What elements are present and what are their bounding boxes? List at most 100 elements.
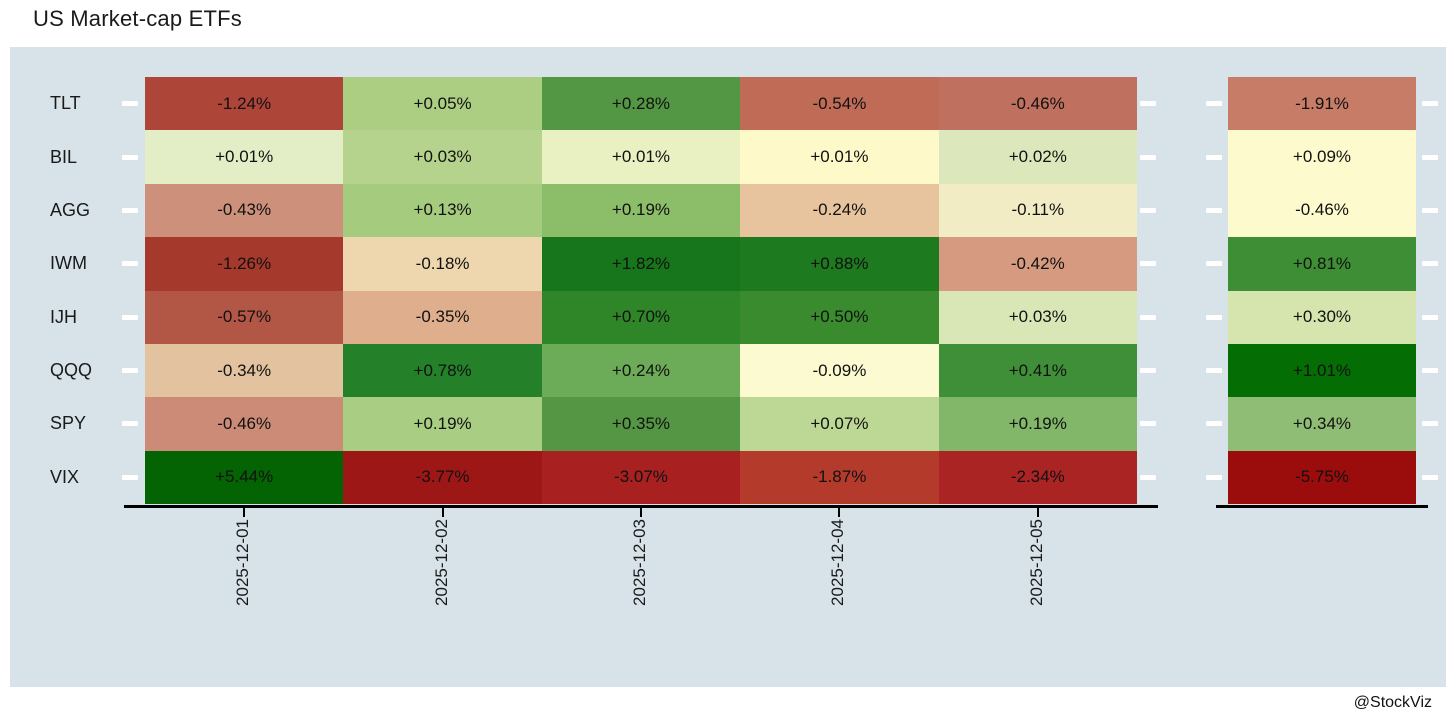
- x-axis-summary: [1216, 505, 1428, 508]
- heatmap-cell-ijh-2025-12-01: -0.57%: [145, 290, 344, 344]
- heatmap-cell-spy-2025-12-05: +0.19%: [938, 397, 1137, 451]
- y-tick-mark: [122, 314, 138, 320]
- y-ticks-main-left: [122, 77, 138, 504]
- heatmap-cell-spy-2025-12-03: +0.35%: [541, 397, 741, 451]
- summary-cell-vix: -5.75%: [1228, 450, 1416, 504]
- y-tick-mark: [1422, 314, 1438, 320]
- y-tick-mark: [1422, 368, 1438, 374]
- heatmap-cell-agg-2025-12-04: -0.24%: [740, 183, 939, 238]
- heatmap-cell-tlt-2025-12-04: -0.54%: [740, 77, 939, 131]
- x-label-2025-12-01: 2025-12-01: [233, 519, 253, 606]
- row-label-bil: BIL: [50, 146, 78, 167]
- x-tick-mark: [441, 508, 444, 517]
- heatmap-cell-bil-2025-12-03: +0.01%: [541, 130, 741, 184]
- row-label-spy: SPY: [50, 413, 87, 434]
- y-ticks-summary-right: [1422, 77, 1438, 504]
- row-label-iwm: IWM: [50, 253, 87, 274]
- heatmap-cell-qqq-2025-12-05: +0.41%: [938, 343, 1137, 398]
- heatmap-cell-qqq-2025-12-04: -0.09%: [740, 343, 939, 398]
- heatmap-cell-vix-2025-12-02: -3.77%: [343, 450, 542, 504]
- row-label-agg: AGG: [50, 199, 91, 220]
- y-tick-mark: [1422, 421, 1438, 427]
- y-tick-mark: [1206, 474, 1222, 480]
- y-tick-mark: [1206, 368, 1222, 374]
- heatmap-cell-iwm-2025-12-02: -0.18%: [343, 237, 542, 291]
- heatmap-cell-spy-2025-12-04: +0.07%: [740, 397, 939, 451]
- heatmap-cell-spy-2025-12-01: -0.46%: [145, 397, 344, 451]
- heatmap-main: -1.24% +0.05% +0.28% -0.54% -0.46% +0.01% +0.0…: [145, 77, 1137, 504]
- summary-cell-ijh: +0.30%: [1228, 290, 1416, 344]
- heatmap-cell-qqq-2025-12-02: +0.78%: [343, 343, 542, 398]
- heatmap-cell-spy-2025-12-02: +0.19%: [343, 397, 542, 451]
- heatmap-cell-tlt-2025-12-03: +0.28%: [541, 77, 741, 131]
- heatmap-cell-bil-2025-12-02: +0.03%: [343, 130, 542, 184]
- heatmap-cell-tlt-2025-12-05: -0.46%: [938, 77, 1137, 131]
- heatmap-cell-iwm-2025-12-03: +1.82%: [541, 237, 741, 291]
- y-tick-mark: [1140, 154, 1156, 160]
- x-label-2025-12-04: 2025-12-04: [828, 519, 848, 606]
- x-tick-mark: [1036, 508, 1039, 517]
- heatmap-cell-agg-2025-12-01: -0.43%: [145, 183, 344, 238]
- y-tick-mark: [1140, 474, 1156, 480]
- heatmap-cell-iwm-2025-12-04: +0.88%: [740, 237, 939, 291]
- heatmap-cell-ijh-2025-12-02: -0.35%: [343, 290, 542, 344]
- y-tick-mark: [122, 207, 138, 213]
- heatmap-cell-vix-2025-12-05: -2.34%: [938, 450, 1137, 504]
- summary-cell-tlt: -1.91%: [1228, 77, 1416, 131]
- y-tick-mark: [1140, 261, 1156, 267]
- heatmap-cell-tlt-2025-12-01: -1.24%: [145, 77, 344, 131]
- row-label-qqq: QQQ: [50, 360, 93, 381]
- y-ticks-summary-left: [1206, 77, 1222, 504]
- y-tick-mark: [122, 154, 138, 160]
- y-tick-mark: [1206, 101, 1222, 107]
- heatmap-cell-vix-2025-12-03: -3.07%: [541, 450, 741, 504]
- heatmap-cell-ijh-2025-12-03: +0.70%: [541, 290, 741, 344]
- y-tick-mark: [1422, 207, 1438, 213]
- heatmap-cell-agg-2025-12-05: -0.11%: [938, 183, 1137, 238]
- credit-watermark: @StockViz: [1353, 694, 1432, 711]
- y-tick-mark: [122, 368, 138, 374]
- y-tick-mark: [1206, 314, 1222, 320]
- y-tick-mark: [122, 421, 138, 427]
- heatmap-cell-iwm-2025-12-01: -1.26%: [145, 237, 344, 291]
- summary-cell-agg: -0.46%: [1228, 183, 1416, 238]
- y-tick-mark: [122, 101, 138, 107]
- heatmap-cell-agg-2025-12-02: +0.13%: [343, 183, 542, 238]
- heatmap-cell-agg-2025-12-03: +0.19%: [541, 183, 741, 238]
- y-tick-mark: [1140, 101, 1156, 107]
- heatmap-cell-bil-2025-12-04: +0.01%: [740, 130, 939, 184]
- page-title: US Market-cap ETFs: [33, 6, 242, 31]
- y-tick-mark: [1206, 261, 1222, 267]
- chart-panel: TLT BIL AGG IWM IJH QQQ SPY VIX -1.24% +0.05% +0.…: [10, 47, 1446, 687]
- y-tick-mark: [1422, 154, 1438, 160]
- y-tick-mark: [1140, 368, 1156, 374]
- heatmap-cell-qqq-2025-12-01: -0.34%: [145, 343, 344, 398]
- heatmap-cell-vix-2025-12-01: +5.44%: [145, 450, 344, 504]
- x-tick-mark: [243, 508, 246, 517]
- x-axis-main: [124, 505, 1158, 508]
- summary-cell-bil: +0.09%: [1228, 130, 1416, 184]
- heatmap-cell-bil-2025-12-01: +0.01%: [145, 130, 344, 184]
- x-tick-mark: [640, 508, 642, 517]
- summary-cell-qqq: +1.01%: [1228, 343, 1416, 398]
- heatmap-cell-tlt-2025-12-02: +0.05%: [343, 77, 542, 131]
- summary-cell-spy: +0.34%: [1228, 397, 1416, 451]
- y-tick-mark: [1206, 207, 1222, 213]
- x-label-2025-12-05: 2025-12-05: [1026, 519, 1046, 606]
- heatmap-summary: -1.91% +0.09% -0.46% +0.81% +0.30% +1.01% +0.3…: [1228, 77, 1416, 504]
- heatmap-cell-ijh-2025-12-04: +0.50%: [740, 290, 939, 344]
- y-tick-mark: [1422, 101, 1438, 107]
- summary-cell-iwm: +0.81%: [1228, 237, 1416, 291]
- y-tick-mark: [122, 261, 138, 267]
- y-tick-mark: [1206, 421, 1222, 427]
- heatmap-cell-vix-2025-12-04: -1.87%: [740, 450, 939, 504]
- heatmap-cell-qqq-2025-12-03: +0.24%: [541, 343, 741, 398]
- y-tick-mark: [1206, 154, 1222, 160]
- y-tick-mark: [1422, 474, 1438, 480]
- y-axis-labels: TLT BIL AGG IWM IJH QQQ SPY VIX: [50, 77, 120, 504]
- heatmap-cell-ijh-2025-12-05: +0.03%: [938, 290, 1137, 344]
- y-tick-mark: [1422, 261, 1438, 267]
- x-tick-mark: [838, 508, 841, 517]
- x-label-2025-12-03: 2025-12-03: [630, 519, 649, 606]
- row-label-tlt: TLT: [50, 93, 81, 114]
